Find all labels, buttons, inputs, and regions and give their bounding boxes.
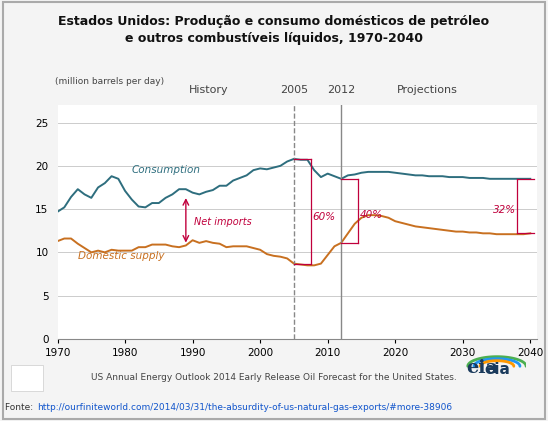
Text: e outros combustíveis líquidos, 1970-2040: e outros combustíveis líquidos, 1970-204… (125, 32, 423, 45)
Text: eia: eia (466, 360, 499, 377)
FancyBboxPatch shape (11, 365, 43, 391)
Text: 60%: 60% (313, 212, 336, 222)
Text: 32%: 32% (493, 205, 516, 215)
Text: Consumption: Consumption (132, 165, 201, 175)
Text: Fonte:: Fonte: (5, 403, 37, 412)
Text: (million barrels per day): (million barrels per day) (55, 77, 164, 86)
Text: eia: eia (484, 362, 510, 377)
Text: Domestic supply: Domestic supply (78, 251, 164, 261)
Text: US Annual Energy Outlook 2014 Early Release Oil Forecast for the United States.: US Annual Energy Outlook 2014 Early Rele… (91, 373, 457, 382)
Text: 2012: 2012 (327, 85, 355, 95)
Text: Estados Unidos: Produção e consumo domésticos de petróleo: Estados Unidos: Produção e consumo domés… (59, 15, 489, 28)
Text: Projections: Projections (397, 85, 458, 95)
Text: 40%: 40% (360, 210, 383, 220)
Text: http://ourfiniteworld.com/2014/03/31/the-absurdity-of-us-natural-gas-exports/#mo: http://ourfiniteworld.com/2014/03/31/the… (37, 403, 453, 412)
Text: 2005: 2005 (280, 85, 308, 95)
Text: Net imports: Net imports (194, 217, 252, 226)
Text: History: History (189, 85, 228, 95)
